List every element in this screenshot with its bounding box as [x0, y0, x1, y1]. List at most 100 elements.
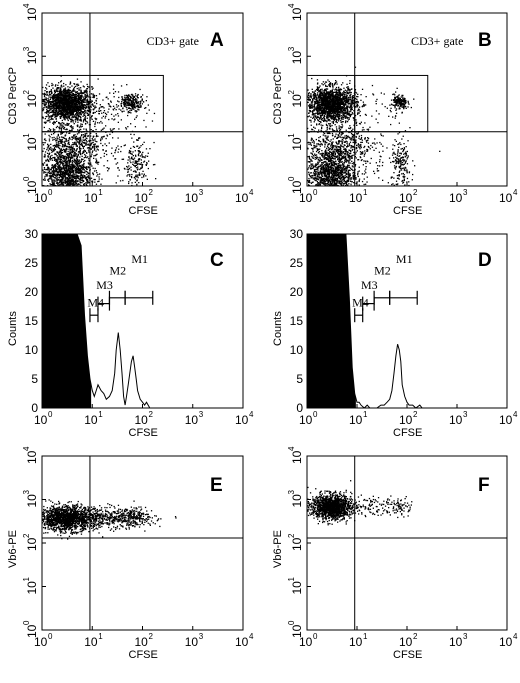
scatter-point: [58, 184, 60, 186]
scatter-point: [76, 113, 78, 115]
scatter-point: [331, 124, 333, 127]
scatter-point: [151, 120, 154, 122]
scatter-point: [46, 88, 48, 90]
scatter-point: [78, 160, 80, 162]
scatter-point: [90, 156, 92, 158]
scatter-point: [86, 96, 88, 98]
scatter-point: [138, 138, 140, 140]
scatter-point: [80, 113, 82, 115]
scatter-point: [73, 86, 76, 89]
scatter-point: [152, 164, 155, 166]
scatter-point: [135, 155, 137, 157]
scatter-point: [59, 173, 61, 176]
scatter-point: [130, 112, 132, 114]
scatter-point: [58, 147, 60, 149]
scatter-point: [133, 164, 135, 166]
scatter-point: [49, 175, 51, 178]
scatter-point: [44, 93, 47, 96]
scatter-point: [80, 112, 82, 114]
scatter-point: [80, 167, 82, 169]
scatter-point: [48, 128, 51, 130]
scatter-point: [61, 145, 64, 147]
scatter-point: [121, 102, 123, 104]
scatter-point: [146, 96, 148, 98]
scatter-point: [335, 88, 337, 90]
scatter-point: [68, 145, 70, 148]
scatter-point: [84, 175, 86, 177]
scatter-point: [71, 97, 73, 100]
scatter-point: [57, 184, 59, 186]
scatter-point: [72, 106, 74, 108]
scatter-point: [51, 108, 53, 110]
scatter-point: [46, 149, 48, 151]
scatter-point: [73, 116, 75, 119]
scatter-point: [317, 82, 319, 84]
scatter-point: [49, 98, 52, 100]
scatter-point: [45, 159, 47, 161]
scatter-point: [131, 106, 133, 108]
scatter-point: [75, 150, 77, 152]
scatter-point: [106, 167, 108, 169]
scatter-point: [330, 99, 332, 101]
scatter-point: [58, 104, 61, 106]
scatter-point: [60, 175, 62, 178]
scatter-point: [58, 112, 61, 115]
scatter-point: [86, 93, 89, 95]
scatter-point: [66, 182, 68, 184]
scatter-point: [57, 133, 59, 136]
scatter-point: [334, 89, 336, 91]
scatter-point: [43, 147, 45, 150]
scatter-point: [88, 86, 90, 88]
scatter-point: [134, 118, 136, 120]
scatter-point: [61, 112, 64, 114]
scatter-point: [68, 115, 71, 117]
scatter-point: [121, 99, 123, 101]
scatter-point: [73, 104, 75, 106]
scatter-point: [115, 163, 117, 165]
scatter-point: [50, 129, 52, 131]
scatter-point: [330, 114, 332, 116]
scatter-point: [72, 121, 74, 123]
scatter-point: [75, 118, 77, 120]
scatter-point: [95, 118, 98, 120]
scatter-point: [55, 165, 57, 167]
scatter-point: [79, 119, 81, 121]
scatter-point: [78, 101, 80, 103]
scatter-point: [84, 114, 86, 117]
plot-content: [307, 66, 441, 186]
scatter-point: [65, 113, 67, 116]
scatter-point: [59, 159, 62, 161]
scatter-point: [66, 180, 69, 183]
scatter-point: [340, 94, 342, 97]
scatter-point: [74, 138, 76, 140]
scatter-point: [82, 101, 84, 104]
scatter-point: [73, 152, 75, 154]
scatter-point: [64, 158, 66, 160]
scatter-point: [68, 155, 70, 157]
scatter-point: [342, 114, 344, 116]
scatter-point: [146, 155, 149, 157]
scatter-point: [43, 171, 45, 173]
scatter-point: [135, 161, 137, 164]
scatter-point: [120, 119, 122, 121]
scatter-point: [60, 176, 63, 178]
scatter-point: [143, 141, 145, 143]
scatter-point: [59, 89, 61, 91]
scatter-point: [63, 98, 65, 100]
scatter-point: [52, 172, 55, 174]
scatter-point: [64, 167, 66, 169]
scatter-point: [77, 169, 79, 171]
scatter-point: [69, 109, 72, 112]
scatter-point: [82, 137, 84, 139]
scatter-point: [58, 153, 60, 155]
scatter-point: [131, 94, 134, 96]
scatter-point: [63, 172, 65, 174]
scatter-point: [71, 85, 73, 87]
scatter-point: [66, 104, 68, 106]
scatter-point: [58, 154, 60, 156]
scatter-point: [61, 161, 63, 163]
scatter-point: [78, 89, 80, 91]
scatter-point: [115, 182, 117, 184]
scatter-point: [50, 89, 52, 91]
scatter-point: [146, 162, 148, 164]
